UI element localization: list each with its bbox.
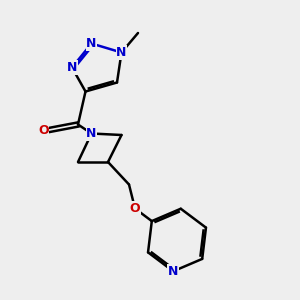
Text: N: N — [86, 127, 97, 140]
Text: N: N — [168, 265, 178, 278]
Text: N: N — [86, 37, 97, 50]
Text: N: N — [67, 61, 77, 74]
Text: N: N — [116, 46, 127, 59]
Text: O: O — [38, 124, 49, 137]
Text: O: O — [130, 202, 140, 215]
